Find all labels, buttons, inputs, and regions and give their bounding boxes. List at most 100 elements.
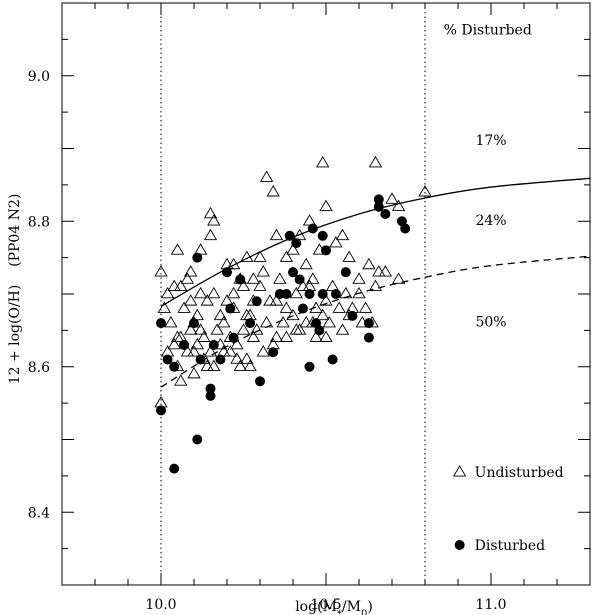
undisturbed-point xyxy=(230,337,244,350)
undisturbed-point xyxy=(332,301,346,313)
undisturbed-point xyxy=(342,250,356,262)
disturbed-point xyxy=(205,390,216,401)
undisturbed-point xyxy=(184,265,198,277)
disturbed-point xyxy=(400,223,411,234)
y-tick-label: 8.4 xyxy=(28,505,50,521)
undisturbed-point xyxy=(193,243,208,255)
disturbed-point xyxy=(235,274,246,285)
tick-labels: 10.0 10.5 11.0 8.4 8.6 8.8 9.0 xyxy=(28,69,507,613)
undisturbed-point xyxy=(335,228,350,241)
disturbed-point xyxy=(314,325,325,336)
series-undisturbed xyxy=(154,155,432,408)
disturbed-point xyxy=(380,208,391,219)
undisturbed-point xyxy=(259,170,274,182)
x-tick-label: 10.5 xyxy=(310,597,341,613)
disturbed-point xyxy=(215,354,226,365)
undisturbed-point xyxy=(279,330,294,342)
undisturbed-point xyxy=(187,366,201,379)
undisturbed-point xyxy=(368,155,383,168)
undisturbed-point xyxy=(316,155,330,168)
undisturbed-point xyxy=(167,337,181,350)
undisturbed-point xyxy=(306,272,320,284)
disturbed-point xyxy=(245,318,256,329)
undisturbed-point xyxy=(279,250,294,262)
undisturbed-point xyxy=(170,243,185,255)
disturbed-point xyxy=(373,201,384,212)
annotation-label: 24% xyxy=(475,213,506,229)
disturbed-point xyxy=(205,383,216,394)
undisturbed-point xyxy=(233,359,247,372)
undisturbed-point xyxy=(184,323,198,335)
undisturbed-point xyxy=(286,243,300,255)
undisturbed-point xyxy=(193,286,208,299)
undisturbed-point xyxy=(358,301,373,313)
undisturbed-point xyxy=(217,316,231,328)
undisturbed-point xyxy=(391,272,406,284)
undisturbed-point xyxy=(190,337,204,350)
undisturbed-point xyxy=(250,323,264,335)
disturbed-point xyxy=(373,194,384,205)
undisturbed-point xyxy=(273,272,287,284)
undisturbed-point xyxy=(197,330,211,342)
disturbed-point xyxy=(281,289,292,299)
undisturbed-point xyxy=(226,257,241,270)
disturbed-point xyxy=(340,267,351,278)
undisturbed-point xyxy=(266,185,280,197)
disturbed-point xyxy=(195,354,206,365)
undisturbed-point xyxy=(352,286,366,299)
undisturbed-point xyxy=(289,323,303,335)
dashed-curve xyxy=(160,255,591,388)
disturbed-point xyxy=(192,252,203,263)
undisturbed-point xyxy=(259,316,274,328)
undisturbed-point xyxy=(269,294,284,306)
undisturbed-point xyxy=(269,330,284,342)
undisturbed-point xyxy=(319,199,333,211)
undisturbed-point xyxy=(269,228,284,241)
undisturbed-point xyxy=(362,257,376,270)
legend-marker-disturbed xyxy=(454,539,465,550)
disturbed-point xyxy=(317,230,328,241)
disturbed-point xyxy=(294,274,305,285)
undisturbed-point xyxy=(263,294,277,306)
undisturbed-point xyxy=(246,272,261,284)
undisturbed-point xyxy=(167,279,181,292)
disturbed-point xyxy=(162,354,173,365)
undisturbed-point xyxy=(187,345,201,357)
undisturbed-point xyxy=(352,272,366,284)
disturbed-point xyxy=(189,318,199,329)
undisturbed-point xyxy=(256,345,270,357)
undisturbed-point xyxy=(319,294,333,306)
undisturbed-point xyxy=(230,352,244,364)
disturbed-point xyxy=(156,318,166,329)
legend: Undisturbed Disturbed xyxy=(452,465,564,554)
annotations: % Disturbed 17% 24% 50% xyxy=(444,22,532,330)
disturbed-point xyxy=(288,267,298,278)
disturbed-point xyxy=(363,332,374,343)
undisturbed-point xyxy=(339,286,353,299)
undisturbed-point xyxy=(253,250,267,262)
undisturbed-point xyxy=(213,308,228,321)
undisturbed-point xyxy=(154,265,168,277)
undisturbed-point xyxy=(210,323,224,335)
disturbed-point xyxy=(179,339,190,350)
disturbed-point xyxy=(268,347,279,358)
annotation-label: 50% xyxy=(475,315,506,331)
undisturbed-point xyxy=(391,199,406,211)
disturbed-point xyxy=(284,230,295,241)
undisturbed-point xyxy=(203,228,218,241)
undisturbed-point xyxy=(309,330,323,342)
disturbed-point xyxy=(169,361,180,372)
series-disturbed xyxy=(156,194,411,474)
disturbed-point xyxy=(317,289,328,299)
undisturbed-point xyxy=(207,214,221,226)
disturbed-point xyxy=(228,332,239,343)
undisturbed-point xyxy=(200,359,214,372)
disturbed-point xyxy=(208,339,219,350)
disturbed-point xyxy=(169,463,180,474)
disturbed-point xyxy=(304,361,315,372)
annotation-label: % Disturbed xyxy=(444,22,532,38)
undisturbed-point xyxy=(418,185,432,197)
undisturbed-point xyxy=(200,294,214,306)
disturbed-point xyxy=(291,238,302,249)
